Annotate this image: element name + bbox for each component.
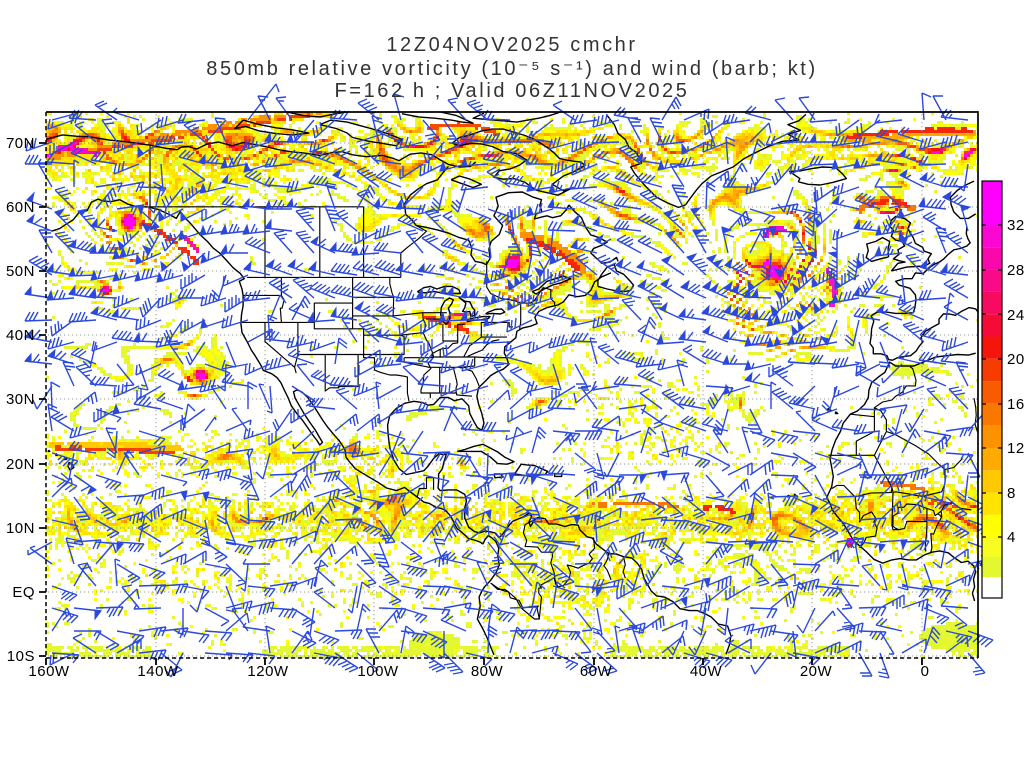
svg-text:24: 24 — [1007, 307, 1024, 324]
svg-text:850mb relative vorticity (10⁻⁵: 850mb relative vorticity (10⁻⁵ s⁻¹) and … — [206, 58, 817, 80]
svg-text:30N: 30N — [6, 391, 35, 408]
svg-text:10S: 10S — [7, 648, 35, 665]
svg-text:40W: 40W — [690, 663, 723, 680]
svg-text:12Z04NOV2025 cmchr: 12Z04NOV2025 cmchr — [386, 34, 637, 56]
svg-text:32: 32 — [1007, 217, 1024, 234]
svg-text:60W: 60W — [580, 663, 613, 680]
svg-text:F=162 h ; Valid 06Z11NOV2025: F=162 h ; Valid 06Z11NOV2025 — [334, 80, 689, 102]
svg-text:12: 12 — [1007, 440, 1024, 457]
svg-text:60N: 60N — [6, 199, 35, 216]
svg-text:28: 28 — [1007, 262, 1024, 279]
svg-text:40N: 40N — [6, 327, 35, 344]
svg-text:0: 0 — [921, 663, 930, 680]
svg-text:50N: 50N — [6, 263, 35, 280]
svg-text:140W: 140W — [137, 663, 179, 680]
svg-text:4: 4 — [1007, 529, 1016, 546]
svg-text:20: 20 — [1007, 351, 1024, 368]
svg-text:20W: 20W — [800, 663, 833, 680]
svg-text:20N: 20N — [6, 456, 35, 473]
svg-text:80W: 80W — [471, 663, 504, 680]
svg-text:120W: 120W — [247, 663, 289, 680]
svg-text:8: 8 — [1007, 485, 1016, 502]
svg-text:16: 16 — [1007, 396, 1024, 413]
svg-text:EQ: EQ — [12, 584, 35, 601]
svg-text:70N: 70N — [6, 135, 35, 152]
svg-text:160W: 160W — [28, 663, 70, 680]
svg-text:10N: 10N — [6, 520, 35, 537]
svg-text:100W: 100W — [357, 663, 399, 680]
